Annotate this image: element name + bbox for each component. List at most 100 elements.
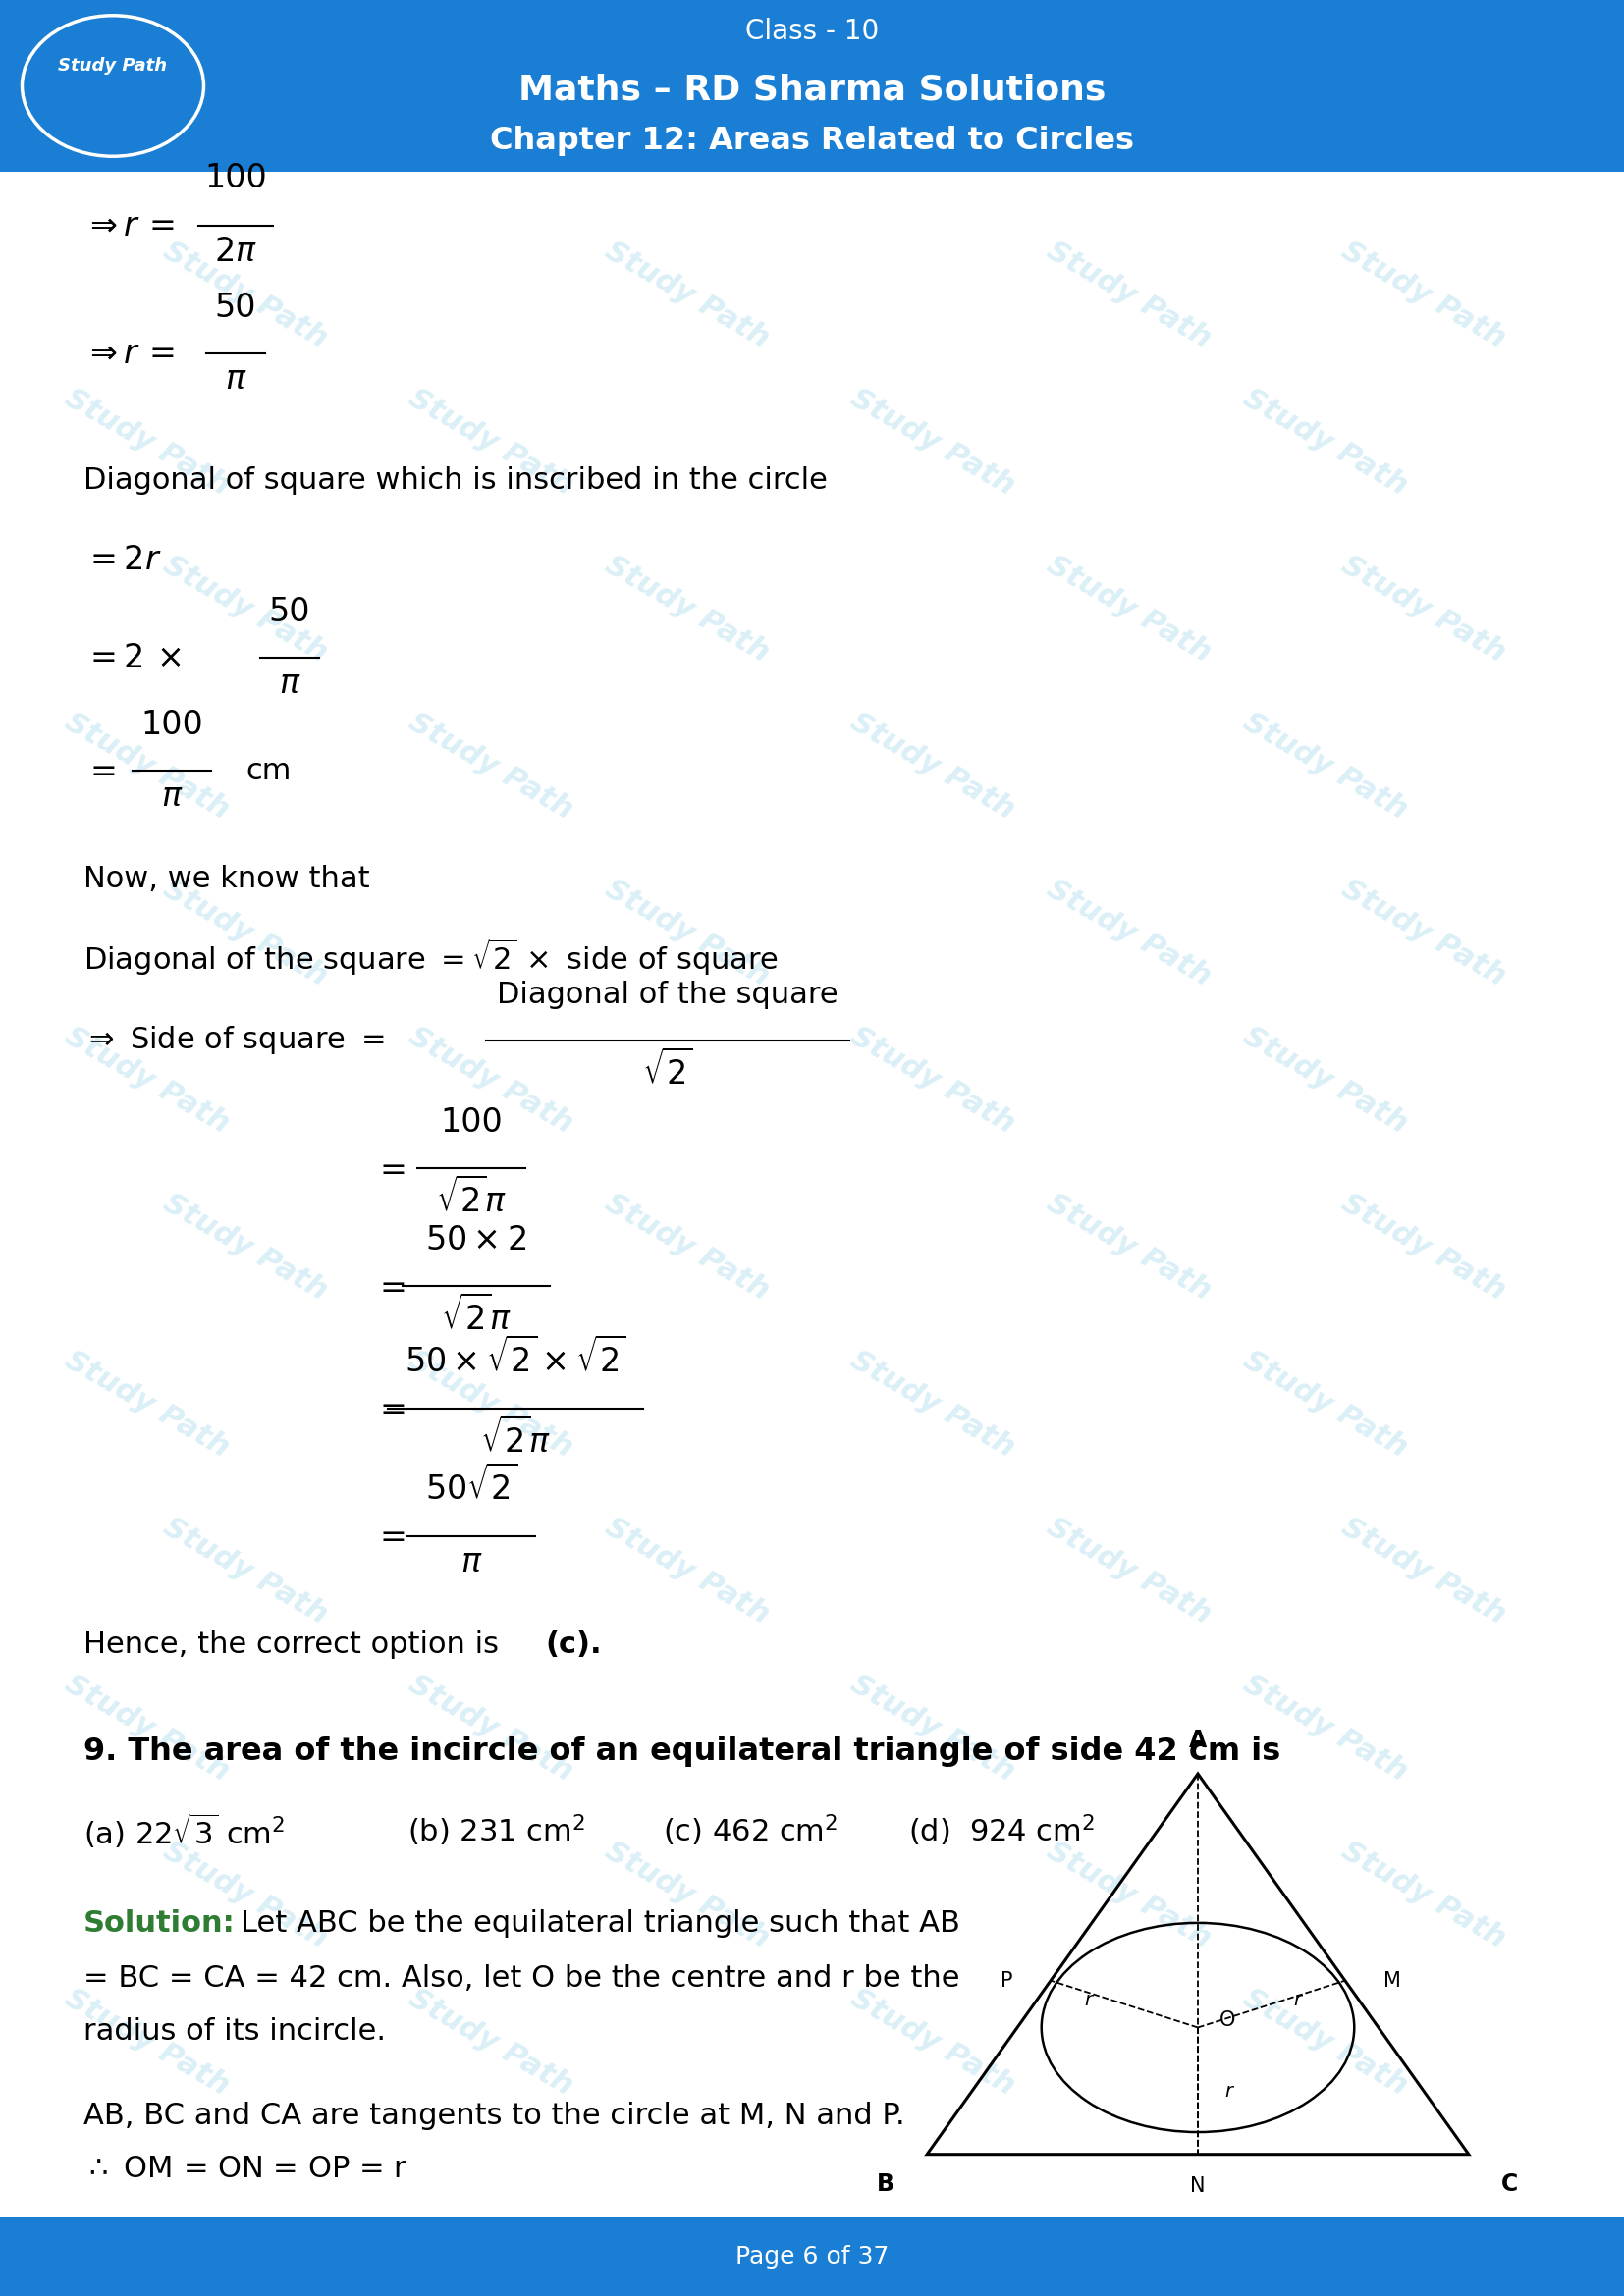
Text: Study Path: Study Path (159, 551, 333, 668)
Text: Maths – RD Sharma Solutions: Maths – RD Sharma Solutions (518, 73, 1106, 106)
Text: 100: 100 (205, 163, 266, 195)
Bar (0, 2218, 1624, 2296)
Text: Study Path: Study Path (1239, 1022, 1413, 1139)
Text: Study Path: Study Path (60, 1022, 234, 1139)
Text: B: B (877, 2172, 895, 2195)
Text: r: r (1083, 1991, 1091, 2009)
Text: $50\times\sqrt{2}\times\sqrt{2}$: $50\times\sqrt{2}\times\sqrt{2}$ (404, 1339, 627, 1380)
Text: Study Path: Study Path (1337, 1513, 1510, 1630)
Text: $=$: $=$ (374, 1153, 406, 1185)
Text: Diagonal of square which is inscribed in the circle: Diagonal of square which is inscribed in… (83, 466, 828, 496)
Text: Study Path: Study Path (159, 875, 333, 992)
Text: Study Path: Study Path (601, 551, 775, 668)
Text: Chapter 12: Areas Related to Circles: Chapter 12: Areas Related to Circles (490, 126, 1134, 156)
Text: Hence, the correct option is: Hence, the correct option is (83, 1630, 508, 1658)
Text: Study Path: Study Path (1239, 1345, 1413, 1463)
Text: (c) 462 cm$^2$: (c) 462 cm$^2$ (663, 1814, 838, 1848)
Text: Class - 10: Class - 10 (745, 16, 879, 44)
Text: $=$: $=$ (374, 1270, 406, 1302)
Text: Now, we know that: Now, we know that (83, 863, 370, 893)
Text: Study Path: Study Path (1043, 551, 1216, 668)
Text: Study Path: Study Path (60, 707, 234, 824)
Bar (0, 0, 1624, 172)
Text: Study Path: Study Path (1043, 1837, 1216, 1954)
Text: $\therefore$ OM = ON = OP = r: $\therefore$ OM = ON = OP = r (83, 2156, 408, 2183)
Text: Study Path: Study Path (846, 1984, 1020, 2101)
Text: $\sqrt{2}\pi$: $\sqrt{2}\pi$ (481, 1419, 551, 1460)
Text: (d)  924 cm$^2$: (d) 924 cm$^2$ (908, 1814, 1095, 1848)
Text: O: O (1220, 2011, 1236, 2030)
Text: Study Path: Study Path (60, 383, 234, 501)
Text: A: A (1189, 1729, 1207, 1752)
Text: Study Path: Study Path (846, 1345, 1020, 1463)
Text: Study Path: Study Path (601, 236, 775, 354)
Text: $\Rightarrow$ Side of square $=$: $\Rightarrow$ Side of square $=$ (83, 1024, 385, 1056)
Text: r: r (1293, 1991, 1301, 2009)
Text: Study Path: Study Path (159, 236, 333, 354)
Text: Study Path: Study Path (601, 1837, 775, 1954)
Text: Study Path: Study Path (404, 383, 578, 501)
Text: Study Path: Study Path (1337, 551, 1510, 668)
Text: $\pi$: $\pi$ (279, 668, 300, 700)
Text: Let ABC be the equilateral triangle such that AB: Let ABC be the equilateral triangle such… (240, 1910, 960, 1938)
Text: $50\sqrt{2}$: $50\sqrt{2}$ (425, 1465, 518, 1506)
Text: $=$: $=$ (83, 755, 115, 788)
Text: $\Rightarrow r\,=$: $\Rightarrow r\,=$ (83, 209, 175, 241)
Text: Study Path: Study Path (601, 1513, 775, 1630)
Text: $= 2\,\times$: $= 2\,\times$ (83, 641, 182, 675)
Text: Study Path: Study Path (601, 875, 775, 992)
Text: Study Path: Study Path (1043, 875, 1216, 992)
Text: 50: 50 (270, 597, 310, 629)
Text: AB, BC and CA are tangents to the circle at M, N and P.: AB, BC and CA are tangents to the circle… (83, 2101, 905, 2131)
Text: Study Path: Study Path (1337, 875, 1510, 992)
Text: Study Path: Study Path (1043, 1187, 1216, 1304)
Text: Study Path: Study Path (58, 57, 167, 73)
Text: Study Path: Study Path (60, 1669, 234, 1786)
Text: Study Path: Study Path (60, 1345, 234, 1463)
Text: 9. The area of the incircle of an equilateral triangle of side 42 cm is: 9. The area of the incircle of an equila… (83, 1738, 1281, 1768)
Text: Study Path: Study Path (1043, 1513, 1216, 1630)
Text: Study Path: Study Path (404, 1669, 578, 1786)
Text: radius of its incircle.: radius of its incircle. (83, 2018, 387, 2046)
Text: $\sqrt{2}\pi$: $\sqrt{2}\pi$ (435, 1178, 507, 1219)
Text: Study Path: Study Path (404, 707, 578, 824)
Text: r: r (1224, 2082, 1233, 2101)
Text: Study Path: Study Path (159, 1513, 333, 1630)
Text: Study Path: Study Path (1337, 1837, 1510, 1954)
Text: Study Path: Study Path (159, 1837, 333, 1954)
Text: Study Path: Study Path (846, 707, 1020, 824)
Text: 100: 100 (440, 1107, 502, 1139)
Text: Diagonal of the square: Diagonal of the square (497, 980, 838, 1010)
Text: N: N (1190, 2177, 1205, 2195)
Text: P: P (1000, 1970, 1013, 1991)
Text: (c).: (c). (546, 1630, 601, 1658)
Text: $=$: $=$ (374, 1520, 406, 1552)
Text: $\pi$: $\pi$ (161, 781, 184, 813)
Text: $\sqrt{2}$: $\sqrt{2}$ (643, 1049, 693, 1091)
Text: Page 6 of 37: Page 6 of 37 (736, 2245, 888, 2268)
Text: $\Rightarrow r\,=$: $\Rightarrow r\,=$ (83, 338, 175, 370)
Text: Study Path: Study Path (1239, 1669, 1413, 1786)
Text: $= 2r$: $= 2r$ (83, 544, 162, 576)
Text: (a) $22\sqrt{3}$ cm$^2$: (a) $22\sqrt{3}$ cm$^2$ (83, 1812, 286, 1851)
Text: Study Path: Study Path (404, 1345, 578, 1463)
Text: Study Path: Study Path (1239, 1984, 1413, 2101)
Text: $2\pi$: $2\pi$ (214, 236, 257, 269)
Text: Study Path: Study Path (1239, 707, 1413, 824)
Text: $50\times 2$: $50\times 2$ (425, 1224, 526, 1256)
Text: $=$: $=$ (374, 1391, 406, 1426)
Text: Study Path: Study Path (601, 1187, 775, 1304)
Text: 100: 100 (141, 709, 203, 742)
Text: Study Path: Study Path (404, 1022, 578, 1139)
Text: Study Path: Study Path (846, 1022, 1020, 1139)
Text: Study Path: Study Path (404, 1984, 578, 2101)
Text: Study Path: Study Path (1239, 383, 1413, 501)
Text: 50: 50 (214, 292, 257, 324)
Text: cm: cm (245, 755, 291, 785)
Text: Study Path: Study Path (1043, 236, 1216, 354)
Text: Study Path: Study Path (846, 383, 1020, 501)
Text: Study Path: Study Path (1337, 236, 1510, 354)
Text: Study Path: Study Path (159, 1187, 333, 1304)
Text: Study Path: Study Path (846, 1669, 1020, 1786)
Text: Diagonal of the square $= \sqrt{2}\,\times$ side of square: Diagonal of the square $= \sqrt{2}\,\tim… (83, 937, 778, 978)
